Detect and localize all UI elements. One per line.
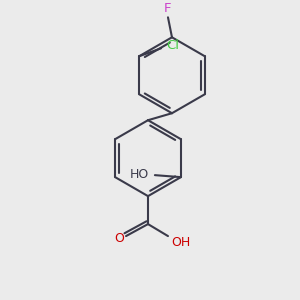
Text: Cl: Cl [167,39,180,52]
Text: F: F [164,2,172,15]
Text: HO: HO [129,168,148,181]
Text: OH: OH [171,236,190,249]
Text: O: O [114,232,124,244]
